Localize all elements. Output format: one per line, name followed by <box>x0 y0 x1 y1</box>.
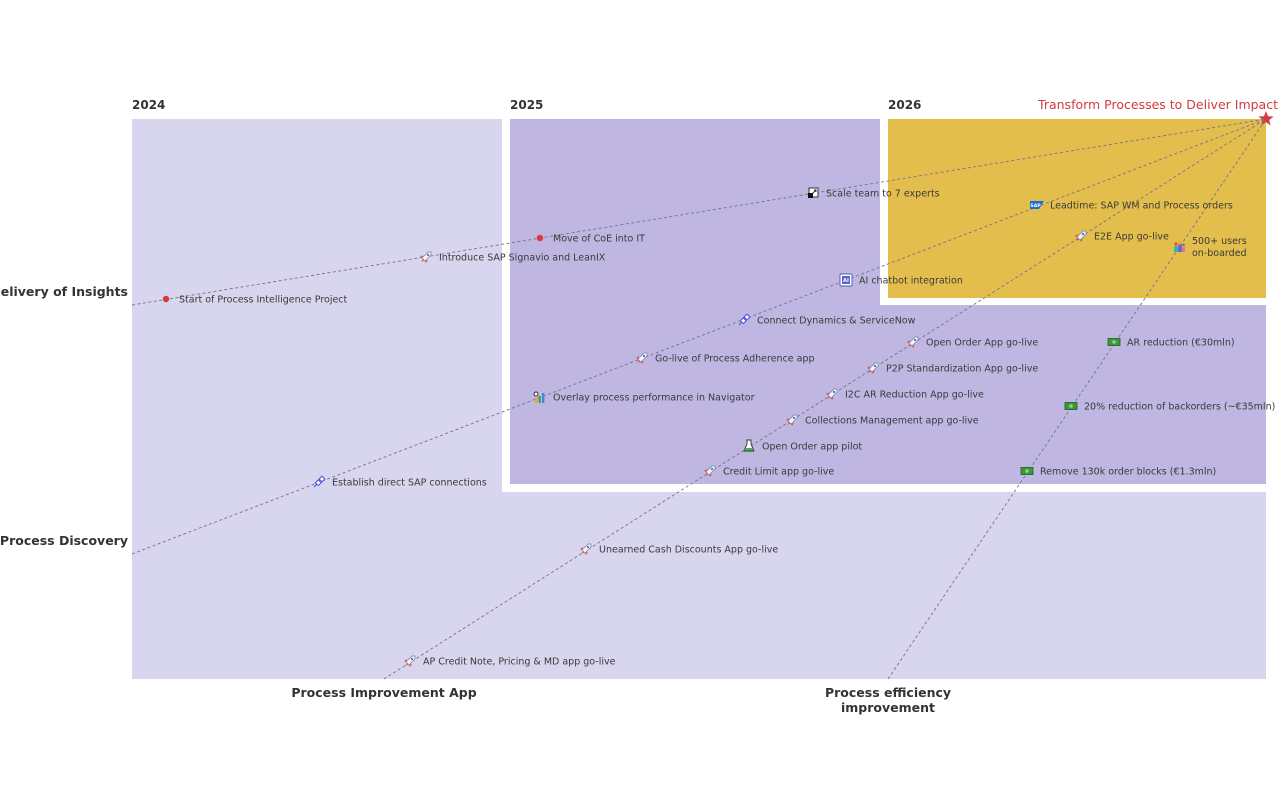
milestone-label: Scale team to 7 experts <box>826 189 940 200</box>
dot-icon <box>536 234 544 242</box>
milestone-19: Credit Limit app go-live <box>704 465 834 478</box>
milestone-10: Open Order App go-live <box>907 336 1038 349</box>
milestone-18: Open Order app pilot <box>743 439 862 453</box>
milestone-11: AR reduction (€30mln) <box>1107 338 1235 349</box>
trajectory-lines <box>131 118 1267 680</box>
milestone-label: I2C AR Reduction App go-live <box>845 390 984 401</box>
milestone-label: Remove 130k order blocks (€1.3mln) <box>1040 467 1216 478</box>
trajectory-efficiency <box>887 118 1267 680</box>
plug-icon <box>738 313 751 326</box>
milestone-label: AR reduction (€30mln) <box>1127 338 1235 349</box>
plug-icon <box>313 475 326 488</box>
year-2026: 2026 <box>888 98 921 112</box>
milestone-label: Introduce SAP Signavio and LeanIX <box>439 253 606 264</box>
column-label-app: Process Improvement App <box>291 685 476 700</box>
milestone-label: Start of Process Intelligence Project <box>179 295 348 306</box>
rocket-icon <box>867 362 879 374</box>
dot-icon <box>162 295 170 303</box>
milestones: Start of Process Intelligence Project Int… <box>162 187 1275 668</box>
milestone-22: Unearned Cash Discounts App go-live <box>580 543 778 556</box>
milestone-6: E2E App go-live <box>1075 230 1169 243</box>
rocket-icon <box>826 388 838 400</box>
goal-star-icon <box>1258 111 1274 126</box>
ai-chip-icon: AI <box>839 273 853 287</box>
milestone-13: P2P Standardization App go-live <box>867 362 1038 375</box>
money-icon <box>1064 402 1078 410</box>
milestone-label: Leadtime: SAP WM and Process orders <box>1050 201 1233 212</box>
row-label-insights: Delivery of Insights <box>0 284 128 299</box>
milestone-label: Connect Dynamics & ServiceNow <box>757 316 916 327</box>
milestone-label: Unearned Cash Discounts App go-live <box>599 545 778 556</box>
year-2024: 2024 <box>132 98 165 112</box>
milestone-label: Move of CoE into IT <box>553 234 645 245</box>
milestone-label: Overlay process performance in Navigator <box>553 393 755 404</box>
goal-label: Transform Processes to Deliver Impact <box>1037 97 1278 112</box>
svg-text:AI: AI <box>843 278 849 284</box>
money-icon <box>1020 467 1034 475</box>
users-icon <box>1174 240 1185 252</box>
milestone-17: Collections Management app go-live <box>786 414 979 427</box>
milestone-label: AP Credit Note, Pricing & MD app go-live <box>423 657 616 668</box>
milestone-1: Start of Process Intelligence Project <box>162 295 348 306</box>
milestone-2: Introduce SAP Signavio and LeanIX <box>420 251 606 264</box>
rocket-icon <box>907 336 919 348</box>
zone-2026 <box>888 119 1266 298</box>
milestone-5: SAP Leadtime: SAP WM and Process orders <box>1030 201 1233 212</box>
milestone-label: Collections Management app go-live <box>805 416 979 427</box>
rocket-icon <box>580 543 592 555</box>
milestone-4: Scale team to 7 experts <box>808 187 940 200</box>
rocket-icon <box>636 352 648 364</box>
trajectory-discovery <box>131 118 1267 555</box>
milestone-label-line2: on-boarded <box>1192 248 1247 259</box>
milestone-label: Go-live of Process Adherence app <box>655 354 815 365</box>
milestone-16: 20% reduction of backorders (~€35mln) <box>1064 402 1275 413</box>
rocket-icon <box>404 655 416 667</box>
milestone-15: Overlay process performance in Navigator <box>533 391 755 404</box>
rocket-icon <box>1075 230 1087 242</box>
milestone-label: Credit Limit app go-live <box>723 467 834 478</box>
milestone-14: I2C AR Reduction App go-live <box>826 388 984 401</box>
rocket-icon <box>420 251 432 263</box>
scale-icon <box>808 187 819 198</box>
trajectory-insights <box>131 118 1267 306</box>
trajectory-improvement-app <box>383 118 1267 680</box>
money-icon <box>1107 338 1121 346</box>
rocket-icon <box>704 465 716 477</box>
milestone-8: AI AI chatbot integration <box>839 273 963 287</box>
milestone-label: 20% reduction of backorders (~€35mln) <box>1084 402 1275 413</box>
milestone-label: P2P Standardization App go-live <box>886 364 1038 375</box>
year-2025: 2025 <box>510 98 543 112</box>
milestone-12: Go-live of Process Adherence app <box>636 352 815 365</box>
column-label-efficiency: Process efficiency <box>825 685 951 700</box>
milestone-3: Move of CoE into IT <box>536 234 645 245</box>
flask-icon <box>743 439 755 452</box>
row-label-discovery: Process Discovery <box>0 533 128 548</box>
milestone-21: Establish direct SAP connections <box>313 475 487 489</box>
chart-icon <box>533 391 545 403</box>
milestone-20: Remove 130k order blocks (€1.3mln) <box>1020 467 1216 478</box>
milestone-label: 500+ users <box>1192 236 1247 247</box>
milestone-label: AI chatbot integration <box>859 276 963 287</box>
milestone-label: Establish direct SAP connections <box>332 478 487 489</box>
milestone-label: E2E App go-live <box>1094 232 1169 243</box>
milestone-23: AP Credit Note, Pricing & MD app go-live <box>404 655 616 668</box>
column-label-efficiency-line2: improvement <box>841 700 935 715</box>
milestone-label: Open Order app pilot <box>762 442 862 453</box>
sap-logo-icon: SAP <box>1030 201 1044 209</box>
svg-text:SAP: SAP <box>1030 203 1041 209</box>
milestone-9: Connect Dynamics & ServiceNow <box>738 313 916 327</box>
rocket-icon <box>786 414 798 426</box>
milestone-label: Open Order App go-live <box>926 338 1038 349</box>
